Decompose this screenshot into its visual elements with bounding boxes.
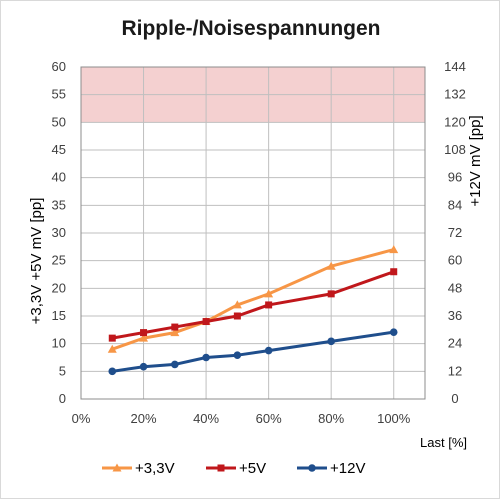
legend-item: +12V <box>297 460 365 477</box>
left-y-tick-label: 0 <box>59 391 66 406</box>
data-point <box>139 333 149 342</box>
data-point <box>232 300 242 309</box>
left-y-tick-label: 25 <box>52 253 66 268</box>
left-y-tick-label: 40 <box>52 170 66 185</box>
right-y-ticks: 0 12 24 36 48 60 72 84 96 108 120 132 144 <box>444 59 466 406</box>
data-point <box>390 268 398 276</box>
right-y-tick-label: 108 <box>444 142 466 157</box>
data-point <box>108 334 116 342</box>
x-ticks: 0% 20% 40% 60% 80% 100% <box>72 411 411 426</box>
left-y-tick-label: 30 <box>52 225 66 240</box>
right-y-tick-label: 12 <box>448 363 462 378</box>
legend-label: +12V <box>330 460 365 477</box>
data-point <box>326 261 336 270</box>
right-y-tick-label: 0 <box>451 391 458 406</box>
data-point <box>265 301 273 309</box>
right-y-tick-label: 96 <box>448 170 462 185</box>
x-tick-label: 100% <box>377 411 411 426</box>
x-tick-label: 20% <box>131 411 157 426</box>
chart-title: Ripple-/Noisespannungen <box>121 17 380 40</box>
data-point <box>233 312 241 320</box>
series-layer <box>107 245 399 376</box>
series-line <box>112 330 394 373</box>
right-y-tick-label: 48 <box>448 280 462 295</box>
left-y-tick-label: 55 <box>52 87 66 102</box>
data-point <box>139 362 148 371</box>
data-point <box>107 344 117 353</box>
x-axis-title: Last [%] <box>420 435 467 450</box>
data-point <box>389 245 399 254</box>
data-point <box>264 289 274 298</box>
right-y-tick-label: 24 <box>448 336 462 351</box>
legend-item: +5V <box>206 460 266 477</box>
right-y-tick-label: 72 <box>448 225 462 240</box>
data-point <box>202 318 210 326</box>
left-y-tick-label: 35 <box>52 197 66 212</box>
legend-label: +3,3V <box>135 460 175 477</box>
data-point <box>112 463 122 472</box>
data-point <box>389 328 398 336</box>
data-point <box>217 464 225 472</box>
data-point <box>264 346 273 355</box>
data-point <box>308 464 316 472</box>
right-y-tick-label: 36 <box>448 308 462 323</box>
legend-item: +3,3V <box>102 460 175 477</box>
plot-area <box>80 66 426 400</box>
grid-layer <box>80 66 426 400</box>
left-y-tick-label: 5 <box>59 363 66 378</box>
left-y-tick-label: 15 <box>52 308 66 323</box>
left-axis-title: +3,3V +5V mV [pp] <box>28 198 45 325</box>
series-5v <box>108 268 398 342</box>
left-y-tick-label: 45 <box>52 142 66 157</box>
series-line <box>111 248 395 351</box>
left-y-tick-label: 50 <box>52 114 66 129</box>
x-tick-label: 40% <box>193 411 219 426</box>
right-y-tick-label: 144 <box>444 59 466 74</box>
right-y-tick-label: 60 <box>448 253 462 268</box>
x-tick-label: 60% <box>256 411 282 426</box>
series-12v <box>108 328 398 376</box>
data-point <box>233 351 242 359</box>
data-point <box>327 337 335 346</box>
legend: +3,3V +5V +12V <box>102 460 365 477</box>
legend-label: +5V <box>239 460 266 477</box>
left-y-tick-label: 10 <box>52 336 66 351</box>
x-tick-label: 0% <box>72 411 91 426</box>
series-line <box>112 270 395 340</box>
left-y-tick-label: 20 <box>52 280 66 295</box>
series-33v <box>107 245 399 353</box>
data-point <box>108 367 117 376</box>
right-y-tick-label: 120 <box>444 114 466 129</box>
data-point <box>171 360 179 369</box>
left-y-tick-label: 60 <box>52 59 66 74</box>
right-y-tick-label: 84 <box>448 197 462 212</box>
x-tick-label: 80% <box>318 411 344 426</box>
left-y-ticks: 0 5 10 15 20 25 30 35 40 45 50 55 60 <box>52 59 66 406</box>
data-point <box>171 323 179 331</box>
data-point <box>327 290 335 298</box>
right-axis-title: +12V mV [pp] <box>467 115 484 206</box>
data-point <box>170 328 180 337</box>
data-point <box>202 353 210 362</box>
right-y-tick-label: 132 <box>444 87 466 102</box>
data-point <box>140 329 148 337</box>
